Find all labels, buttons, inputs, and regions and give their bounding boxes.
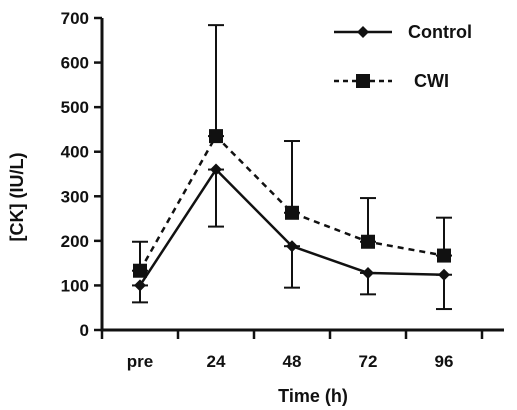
series-markers	[133, 129, 451, 292]
legend-cwi-label: CWI	[414, 71, 449, 91]
y-tick-label: 100	[61, 276, 89, 295]
y-tick-label: 200	[61, 232, 89, 251]
cwi-point	[285, 205, 299, 220]
x-axis-title: Time (h)	[278, 386, 348, 406]
cwi-point	[209, 129, 223, 144]
x-tick-label: 72	[359, 352, 378, 371]
cwi-point	[437, 248, 451, 263]
cwi-point	[361, 234, 375, 249]
x-tick-label: 96	[435, 352, 454, 371]
y-tick-label: 300	[61, 187, 89, 206]
y-tick-label: 700	[61, 9, 89, 28]
legend-item-control: Control	[334, 22, 472, 42]
legend-control-diamond-marker	[357, 26, 369, 38]
x-tick-label: pre	[127, 352, 153, 371]
legend: Control CWI	[334, 22, 472, 91]
legend-item-cwi: CWI	[334, 71, 449, 91]
control-point	[286, 240, 298, 253]
legend-cwi-square-marker	[356, 74, 370, 88]
y-axis-ticks: 0 100 200 300 400 500 600 700	[61, 9, 102, 340]
x-tick-label: 24	[207, 352, 226, 371]
y-tick-label: 600	[61, 54, 89, 73]
control-point	[210, 163, 222, 176]
error-bars	[132, 24, 452, 311]
y-tick-label: 0	[80, 321, 89, 340]
y-axis-title: [CK] (IU/L)	[7, 153, 27, 242]
x-tick-label: 48	[283, 352, 302, 371]
cwi-series-line	[138, 134, 445, 272]
x-axis-ticks: pre 24 48 72 96	[100, 330, 484, 371]
cwi-point	[133, 263, 147, 278]
control-point	[134, 279, 146, 292]
y-tick-label: 500	[61, 98, 89, 117]
axes	[100, 18, 504, 332]
legend-control-label: Control	[408, 22, 472, 42]
control-point	[362, 266, 374, 279]
y-tick-label: 400	[61, 143, 89, 162]
control-point	[438, 268, 450, 281]
